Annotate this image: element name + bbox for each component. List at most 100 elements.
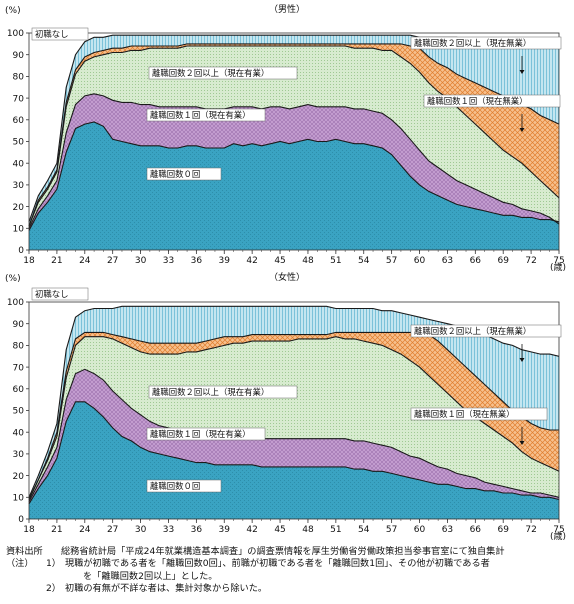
label-text: 離職回数１回（現在有業）: [150, 110, 251, 120]
x-unit-label: (歳): [550, 261, 566, 273]
label-box: [146, 167, 222, 181]
x-tick-label: 75: [553, 256, 564, 266]
area-one-change-line: [28, 93, 560, 229]
x-tick-label: 36: [191, 256, 203, 266]
label-text: 離職回数１回（現在無業）: [414, 409, 515, 419]
y-tick-label: 70: [13, 363, 25, 373]
x-tick-label: 63: [442, 525, 453, 535]
y-tick-label: 20: [13, 203, 25, 213]
x-tick-label: 24: [79, 525, 91, 535]
x-tick-label: 57: [386, 256, 397, 266]
x-tick-label: 60: [414, 256, 426, 266]
series-label: 離職回数２回以上（現在有業）: [148, 385, 298, 399]
x-tick-label: 39: [219, 256, 231, 266]
label-text: 離職回数０回: [150, 481, 200, 491]
label-box: [410, 407, 548, 421]
x-tick-label: 69: [497, 525, 509, 535]
y-tick-label: 50: [13, 407, 25, 417]
label-arrow-head: [519, 441, 525, 445]
note-1-text: 現職が初職である者を「離職回数0回」、前職が初職である者を「離職回数1回」、その…: [65, 558, 490, 570]
label-text: 初職なし: [35, 29, 69, 39]
series-label: 離職回数１回（現在無業）: [423, 94, 561, 132]
x-tick-label: 30: [135, 525, 147, 535]
y-tick-label: 30: [13, 450, 25, 460]
label-box: [148, 66, 298, 80]
y-tick-label: 90: [13, 320, 25, 330]
note-2: 2） 初職の有無が不詳な者は、集計対象から除いた。: [6, 583, 572, 595]
label-arrow-head: [519, 128, 525, 132]
y-tick-label: 60: [13, 385, 25, 395]
x-tick-label: 18: [23, 256, 35, 266]
note-spacer: [6, 583, 39, 595]
y-tick-label: 40: [13, 159, 25, 169]
x-tick-label: 21: [51, 525, 62, 535]
label-text: 離職回数１回（現在無業）: [427, 96, 528, 106]
y-tick-label: 60: [13, 116, 25, 126]
series-label: 離職回数２回以上（現在無業）: [410, 324, 562, 362]
series-label: 離職回数１回（現在無業）: [410, 407, 548, 445]
x-tick-label: 69: [497, 256, 509, 266]
x-tick-label: 51: [330, 256, 341, 266]
x-tick-label: 66: [470, 256, 482, 266]
area-two-plus-changes-line: [28, 45, 560, 227]
x-tick-label: 24: [79, 256, 91, 266]
x-tick-label: 75: [553, 525, 564, 535]
y-tick-label: 100: [7, 298, 24, 308]
label-text: 離職回数０回: [150, 169, 200, 179]
y-tick-label: 50: [13, 138, 25, 148]
label-box: [31, 27, 89, 41]
area-zero-changes: [29, 122, 559, 250]
x-tick-label: 51: [330, 525, 341, 535]
x-tick-label: 60: [414, 525, 426, 535]
source-text: 総務省統計局「平成24年就業構造基本調査」の調査票情報を厚生労働省労働政策担当参…: [61, 546, 505, 557]
x-tick-label: 45: [274, 525, 285, 535]
note-1-number: 1）: [45, 558, 61, 570]
y-tick-label: 20: [13, 472, 25, 482]
y-unit-label: (%): [5, 274, 21, 284]
area-zero-changes-line: [28, 121, 560, 231]
x-tick-label: 42: [246, 256, 257, 266]
label-box: [146, 427, 266, 441]
series-label: 離職回数２回以上（現在有業）: [148, 66, 298, 80]
x-tick-label: 33: [163, 525, 174, 535]
label-text: 初職なし: [35, 289, 69, 299]
note-2-text: 初職の有無が不詳な者は、集計対象から除いた。: [65, 583, 268, 595]
chart-title: （女性）: [269, 271, 305, 283]
note-1: （注） 1） 現職が初職である者を「離職回数0回」、前職が初職である者を「離職回…: [6, 558, 572, 570]
source-note: 資料出所 総務省統計局「平成24年就業構造基本調査」の調査票情報を厚生労働省労働…: [6, 546, 572, 558]
series-label: 初職なし: [31, 27, 89, 41]
y-tick-label: 40: [13, 428, 25, 438]
y-tick-label: 100: [7, 29, 24, 39]
x-tick-label: 66: [470, 525, 482, 535]
y-tick-label: 80: [13, 73, 25, 83]
note-head: （注）: [6, 558, 34, 570]
x-tick-label: 72: [525, 256, 536, 266]
x-tick-label: 57: [386, 525, 397, 535]
area-unemployed-line: [28, 331, 559, 500]
note-1-cont-text: を「離職回数2回以上」とした。: [83, 570, 218, 582]
y-tick-label: 10: [13, 225, 25, 235]
label-arrow-head: [519, 358, 525, 362]
x-tick-label: 45: [274, 256, 285, 266]
series-label: 離職回数１回（現在有業）: [146, 427, 266, 441]
note-2-number: 2）: [45, 583, 61, 595]
y-tick-label: 70: [13, 94, 25, 104]
area-unemployed-line: [28, 43, 560, 227]
chart-female: （女性） (%) (歳) 0 10 20 30 40 50 60 70 80 90 100 18 21 2…: [5, 271, 566, 542]
chart-title: （男性）: [269, 3, 305, 15]
x-tick-label: 42: [246, 525, 257, 535]
chart-male: （男性） (%) (歳) 0 10 20 30 40 50 60 70 80 90 100 18 21 2…: [5, 3, 566, 273]
x-tick-label: 21: [51, 256, 62, 266]
label-box: [410, 324, 562, 338]
label-arrow-head: [519, 70, 525, 74]
y-tick-label: 10: [13, 494, 25, 504]
label-text: 離職回数２回以上（現在有業）: [152, 387, 269, 397]
x-tick-label: 33: [163, 256, 174, 266]
x-tick-label: 63: [442, 256, 453, 266]
series-label: 離職回数０回: [146, 167, 222, 181]
series-label: 初職なし: [31, 287, 89, 301]
note-1-continued: を「離職回数2回以上」とした。: [6, 571, 572, 583]
x-tick-label: 30: [135, 256, 147, 266]
x-unit-label: (歳): [550, 530, 566, 542]
